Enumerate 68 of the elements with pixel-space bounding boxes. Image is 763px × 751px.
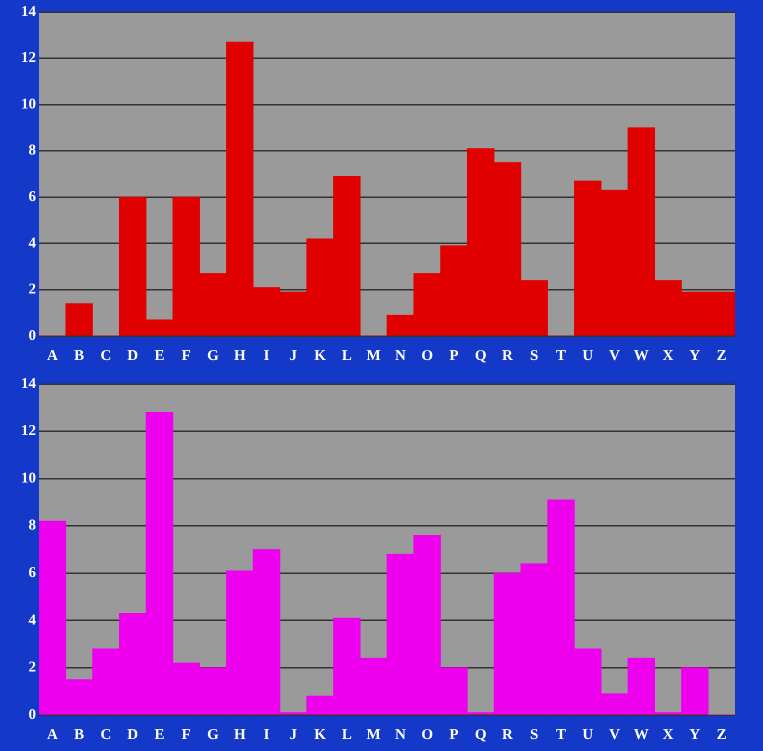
x-tick-label: F: [182, 348, 191, 364]
x-tick-label: W: [634, 726, 649, 743]
y-tick-label: 10: [21, 96, 36, 112]
x-tick-label: Z: [716, 726, 727, 743]
x-tick-label: U: [582, 348, 594, 364]
x-tick-label: C: [100, 726, 112, 743]
x-tick-label: T: [556, 348, 566, 364]
x-tick-label: Y: [689, 726, 700, 743]
y-tick-label: 10: [21, 470, 36, 486]
x-tick-label: E: [154, 726, 164, 743]
x-tick-label: L: [342, 726, 352, 743]
y-tick-label: 14: [21, 4, 36, 20]
x-tick-label: D: [127, 726, 138, 743]
y-tick-label: 8: [28, 518, 36, 534]
x-tick-label: Z: [716, 348, 727, 364]
y-tick-label: 0: [28, 328, 36, 344]
x-tick-label: A: [46, 726, 58, 743]
x-tick-label: Q: [474, 726, 487, 743]
x-tick-label: M: [366, 726, 381, 743]
x-tick-label: U: [582, 726, 594, 743]
y-tick-label: 4: [28, 235, 36, 252]
y-tick-label: 2: [28, 282, 36, 298]
x-tick-label: K: [314, 726, 326, 743]
x-tick-label: N: [394, 726, 406, 743]
x-tick-label: N: [394, 348, 406, 364]
x-tick-label: K: [314, 348, 326, 364]
y-tick-label: 2: [28, 660, 36, 676]
x-tick-label: D: [127, 348, 138, 364]
x-tick-label: I: [264, 348, 270, 364]
x-tick-label: J: [290, 348, 298, 364]
x-tick-label: F: [182, 726, 191, 743]
x-tick-label: Q: [474, 348, 487, 364]
y-tick-label: 4: [28, 612, 36, 628]
x-tick-label: L: [342, 348, 352, 364]
x-tick-label: G: [207, 726, 220, 743]
x-tick-label: G: [207, 348, 220, 364]
x-tick-label: X: [662, 726, 674, 743]
x-tick-label: M: [366, 348, 381, 364]
x-tick-label: T: [556, 726, 566, 743]
x-tick-label: V: [609, 726, 620, 743]
x-tick-label: A: [46, 348, 58, 364]
x-tick-label: R: [502, 348, 514, 364]
x-tick-label: H: [234, 726, 246, 743]
x-tick-label: E: [154, 348, 164, 364]
x-tick-label: I: [264, 726, 270, 743]
x-tick-label: H: [234, 348, 246, 364]
x-tick-label: W: [634, 348, 649, 364]
y-tick-label: 12: [21, 50, 36, 66]
x-tick-label: B: [74, 726, 84, 743]
x-tick-label: O: [421, 348, 433, 364]
x-tick-label: O: [421, 726, 433, 743]
y-tick-label: 12: [21, 423, 36, 440]
x-tick-label: J: [290, 726, 298, 743]
x-tick-label: P: [449, 348, 459, 364]
y-tick-label: 8: [28, 142, 36, 159]
y-tick-label: 14: [21, 376, 36, 392]
x-tick-label: C: [100, 348, 112, 364]
y-tick-label: 0: [28, 706, 36, 723]
x-tick-label: P: [449, 726, 459, 743]
x-tick-label: S: [530, 726, 538, 743]
y-tick-label: 6: [28, 189, 36, 206]
x-tick-label: B: [74, 348, 84, 364]
x-tick-label: X: [662, 348, 674, 364]
x-tick-label: R: [502, 726, 514, 743]
x-tick-label: S: [530, 348, 538, 364]
x-tick-label: V: [609, 348, 620, 364]
x-tick-label: Y: [689, 348, 700, 364]
y-tick-label: 6: [28, 565, 36, 582]
